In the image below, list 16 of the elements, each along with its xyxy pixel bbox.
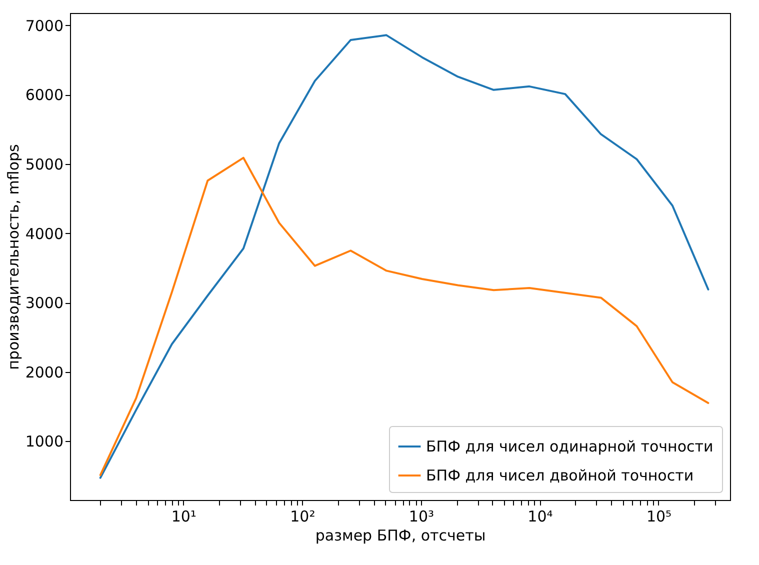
y-tick-label: 3000: [25, 294, 64, 312]
x-tick-label: 10¹: [171, 508, 196, 526]
x-tick-label: 10²: [290, 508, 316, 526]
x-tick-label: 10⁵: [646, 508, 672, 526]
x-tick-label: 10³: [408, 508, 434, 526]
x-axis-title: размер БПФ, отсчеты: [315, 526, 486, 544]
y-tick-label: 1000: [25, 432, 64, 451]
y-tick-label: 6000: [25, 86, 64, 104]
y-tick-label: 2000: [25, 363, 64, 382]
legend-label: БПФ для чисел одинарной точности: [426, 438, 714, 456]
y-axis-title: производительность, mflops: [4, 144, 22, 370]
x-tick-label: 10⁴: [528, 508, 553, 526]
y-tick-label: 4000: [25, 224, 64, 243]
y-tick-label: 7000: [25, 16, 64, 35]
y-tick-label: 5000: [25, 156, 64, 174]
legend-label: БПФ для чисел двойной точности: [426, 466, 694, 484]
